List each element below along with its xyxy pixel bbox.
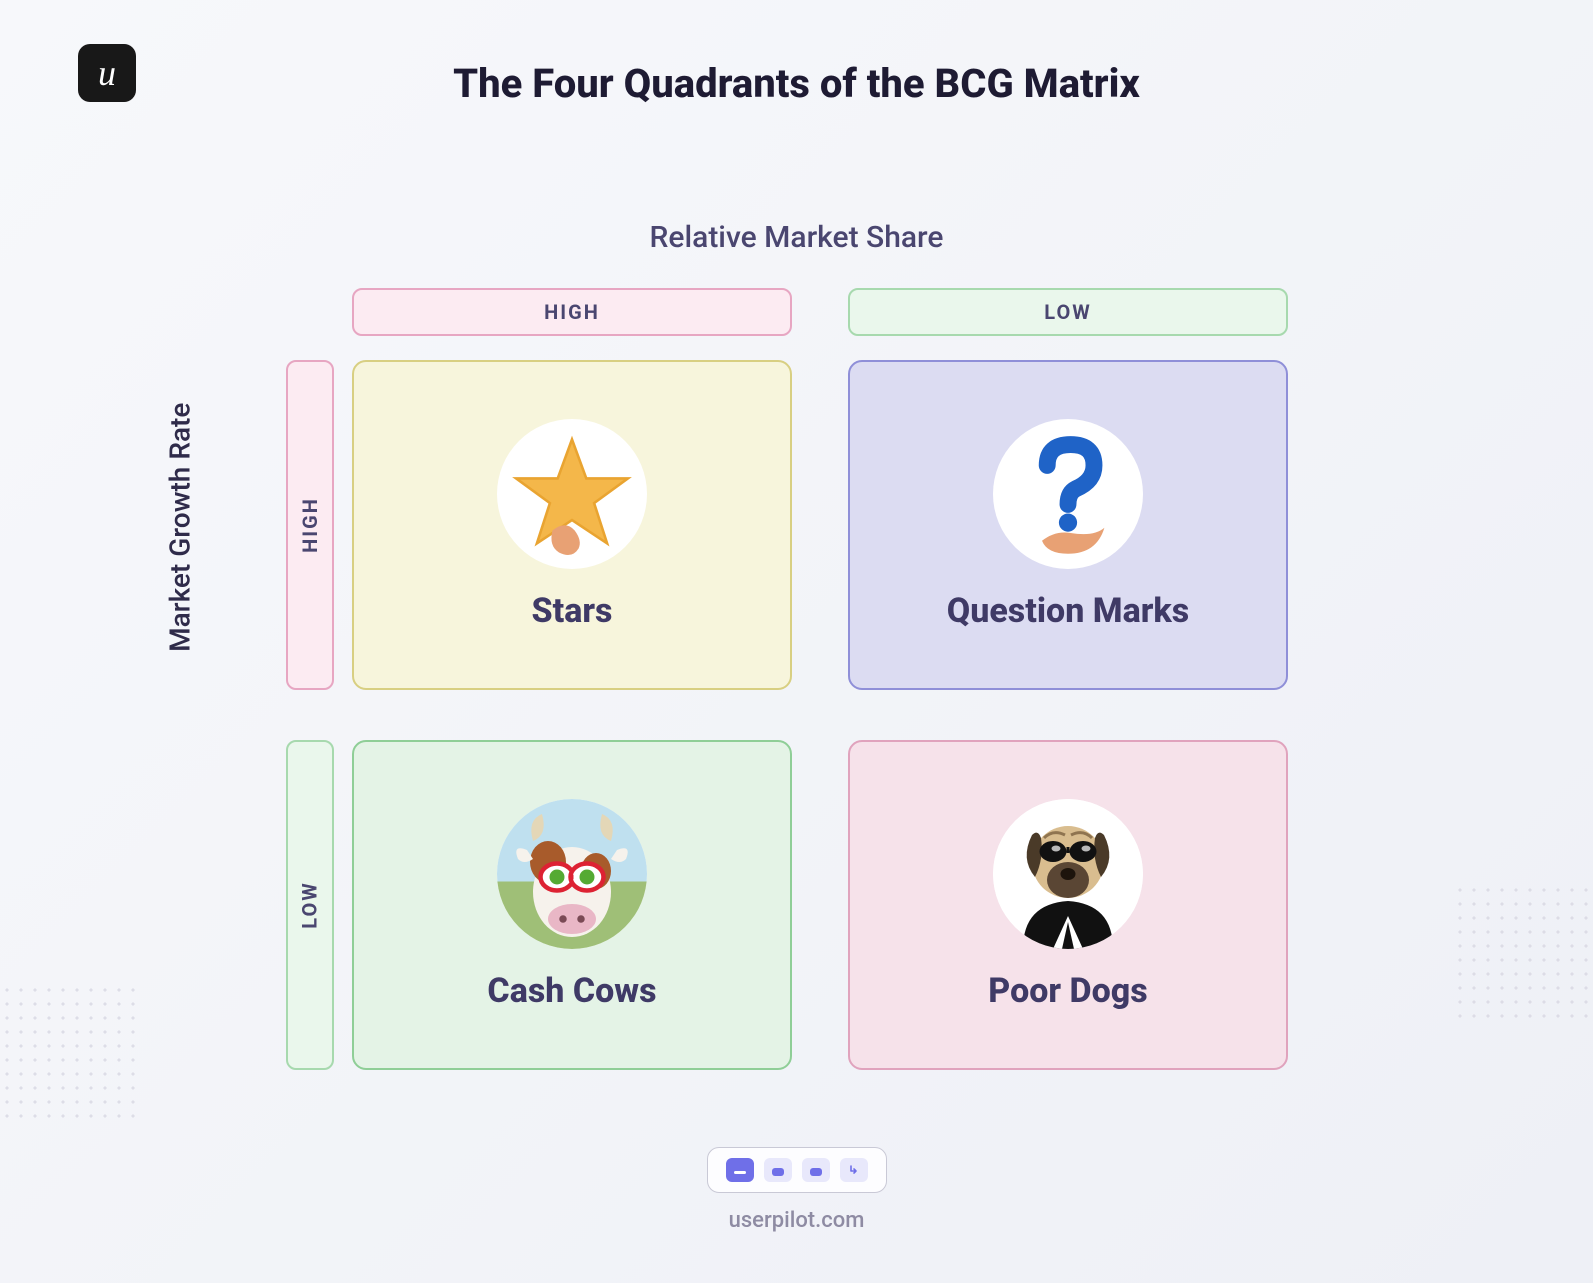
footer-domain: userpilot.com bbox=[0, 1208, 1593, 1233]
question-icon-wrap bbox=[993, 419, 1143, 569]
bcg-matrix-canvas: u The Four Quadrants of the BCG Matrix R… bbox=[0, 0, 1593, 1283]
chip-icon bbox=[847, 1163, 861, 1177]
dog-icon-wrap bbox=[993, 799, 1143, 949]
col-header-low-label: LOW bbox=[1044, 300, 1091, 324]
star-icon bbox=[507, 429, 637, 559]
quadrant-cash-cows: Cash Cows bbox=[352, 740, 792, 1070]
row-header-high-label: HIGH bbox=[298, 497, 322, 553]
footer-toolbar bbox=[707, 1147, 887, 1193]
page-title: The Four Quadrants of the BCG Matrix bbox=[0, 60, 1593, 107]
chip-icon bbox=[771, 1163, 785, 1177]
col-header-low: LOW bbox=[848, 288, 1288, 336]
poor-dogs-label: Poor Dogs bbox=[988, 971, 1147, 1011]
quadrant-stars: Stars bbox=[352, 360, 792, 690]
row-header-low-label: LOW bbox=[298, 881, 322, 928]
row-header-high: HIGH bbox=[286, 360, 334, 690]
col-header-high-label: HIGH bbox=[544, 300, 600, 324]
dog-icon bbox=[993, 799, 1143, 949]
decorative-dots-bl bbox=[0, 983, 140, 1123]
quadrant-poor-dogs: Poor Dogs bbox=[848, 740, 1288, 1070]
footer-chip-4[interactable] bbox=[840, 1158, 868, 1182]
question-marks-label: Question Marks bbox=[947, 591, 1189, 631]
question-mark-icon bbox=[1003, 429, 1133, 559]
cow-icon bbox=[497, 799, 647, 949]
col-header-high: HIGH bbox=[352, 288, 792, 336]
cash-cows-label: Cash Cows bbox=[487, 971, 656, 1011]
stars-icon-wrap bbox=[497, 419, 647, 569]
cow-icon-wrap bbox=[497, 799, 647, 949]
x-axis-title: Relative Market Share bbox=[0, 220, 1593, 255]
decorative-dots-br bbox=[1453, 883, 1593, 1023]
stars-label: Stars bbox=[532, 591, 613, 631]
footer-chip-2[interactable] bbox=[764, 1158, 792, 1182]
chip-icon bbox=[732, 1164, 748, 1176]
quadrant-question-marks: Question Marks bbox=[848, 360, 1288, 690]
footer-chip-1[interactable] bbox=[726, 1158, 754, 1182]
footer-chip-3[interactable] bbox=[802, 1158, 830, 1182]
y-axis-title: Market Growth Rate bbox=[164, 402, 197, 651]
row-header-low: LOW bbox=[286, 740, 334, 1070]
chip-icon bbox=[809, 1163, 823, 1177]
